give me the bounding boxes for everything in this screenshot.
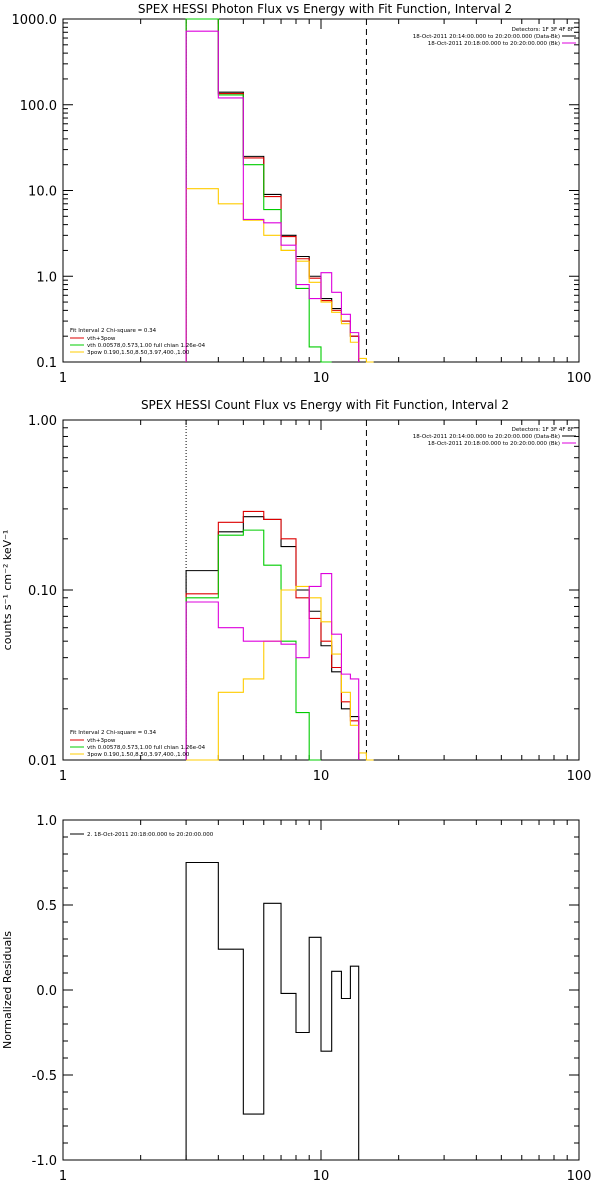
residuals-y-tick-label: 1.0 xyxy=(36,814,57,829)
residuals-y-tick-label: -0.5 xyxy=(32,1069,57,1084)
residuals-series-0 xyxy=(185,861,360,1160)
legend-3pow-label: 3pow 0.190,1.50,8.50,3.97,400.,1.00 xyxy=(87,752,190,758)
residuals-panel: Normalized Residuals 1 10 100 -1.0 -0.5 0.0 0.… xyxy=(1,814,591,1184)
residuals-x-tick-label: 100 xyxy=(567,1169,592,1184)
residuals-x-tick-label: 1 xyxy=(59,1169,67,1184)
legend-vth-label: vth 0.00578,0.573,1.00 full chian 1.26e-… xyxy=(87,745,206,751)
legend-vth-label: vth 0.00578,0.573,1.00 full chian 1.26e-… xyxy=(87,343,206,349)
legend-vth3pow-label: vth+3pow xyxy=(87,738,116,744)
photon-flux-legend-topright: Detectors: 1F 3F 4F 8F 18-Oct-2011 20:14… xyxy=(413,27,576,47)
legend-databk-label: 18-Oct-2011 20:14:00.000 to 20:20:00.000… xyxy=(413,34,560,40)
legend-vth3pow-label: vth+3pow xyxy=(87,336,116,342)
count-flux-frame xyxy=(62,419,580,761)
residuals-y-tick-label: 0.5 xyxy=(36,899,57,914)
legend-detectors: Detectors: 1F 3F 4F 8F xyxy=(512,27,574,33)
photon-flux-frame xyxy=(62,18,580,363)
count-flux-legend-bottomleft: Fit Interval 2 Chi-square = 0.34 vth+3po… xyxy=(70,730,206,758)
legend-fit-interval: Fit Interval 2 Chi-square = 0.34 xyxy=(70,328,157,334)
photon-flux-y-tick-label: 100.0 xyxy=(20,99,57,114)
photon-flux-x-tick-label: 10 xyxy=(313,371,330,386)
residuals-y-tick-label: 0.0 xyxy=(36,984,57,999)
count-flux-plot xyxy=(185,420,374,761)
photon-flux-y-tick-label: 0.1 xyxy=(36,356,57,371)
legend-residual-label: 2. 18-Oct-2011 20:18:00.000 to 20:20:00.… xyxy=(87,832,214,838)
count-flux-x-tick-label: 100 xyxy=(567,769,592,784)
legend-databk-label: 18-Oct-2011 20:14:00.000 to 20:20:00.000… xyxy=(413,434,560,440)
photon-flux-series-1 xyxy=(185,18,360,362)
count-flux-series-1 xyxy=(185,510,360,760)
count-flux-series-0 xyxy=(185,516,360,760)
photon-flux-series-3 xyxy=(185,188,374,363)
count-flux-ticks: 1 10 100 0.01 0.10 1.00 xyxy=(28,414,591,784)
photon-flux-ticks: 1 10 100 0.1 1.0 10.0 100.0 1000.0 xyxy=(12,13,592,386)
count-flux-legend-topright: Detectors: 1F 3F 4F 8F 18-Oct-2011 20:14… xyxy=(413,427,576,447)
photon-flux-x-tick-label: 100 xyxy=(567,371,592,386)
legend-3pow-label: 3pow 0.190,1.50,8.50,3.97,400.,1.00 xyxy=(87,350,190,356)
legend-fit-interval: Fit Interval 2 Chi-square = 0.34 xyxy=(70,730,157,736)
photon-flux-series-4 xyxy=(185,30,360,362)
count-flux-ylabel: counts s⁻¹ cm⁻² keV⁻¹ xyxy=(1,530,14,651)
count-flux-panel: SPEX HESSI Count Flux vs Energy with Fit… xyxy=(1,398,591,784)
legend-bk-label: 18-Oct-2011 20:18:00.000 to 20:20:00.000… xyxy=(428,441,560,447)
count-flux-series-3 xyxy=(186,585,374,761)
residuals-ticks: 1 10 100 -1.0 -0.5 0.0 0.5 1.0 xyxy=(32,814,592,1184)
photon-flux-x-tick-label: 1 xyxy=(59,371,67,386)
count-flux-title: SPEX HESSI Count Flux vs Energy with Fit… xyxy=(141,398,509,412)
photon-flux-legend-bottomleft: Fit Interval 2 Chi-square = 0.34 vth+3po… xyxy=(70,328,206,356)
residuals-x-tick-label: 10 xyxy=(313,1169,330,1184)
photon-flux-y-tick-label: 1.0 xyxy=(36,270,57,285)
residuals-legend: 2. 18-Oct-2011 20:18:00.000 to 20:20:00.… xyxy=(70,832,214,838)
count-flux-series-4 xyxy=(185,572,360,760)
photon-flux-y-tick-label: 1000.0 xyxy=(12,13,58,28)
photon-flux-plot xyxy=(185,18,374,363)
photon-flux-title: SPEX HESSI Photon Flux vs Energy with Fi… xyxy=(138,2,512,16)
photon-flux-series-2 xyxy=(185,18,332,363)
count-flux-x-tick-label: 10 xyxy=(313,769,330,784)
legend-detectors: Detectors: 1F 3F 4F 8F xyxy=(512,427,574,433)
count-flux-y-tick-label: 0.10 xyxy=(28,584,57,599)
photon-flux-panel: SPEX HESSI Photon Flux vs Energy with Fi… xyxy=(12,2,592,386)
count-flux-x-tick-label: 1 xyxy=(59,769,67,784)
count-flux-y-tick-label: 1.00 xyxy=(28,414,57,429)
residuals-y-tick-label: -1.0 xyxy=(32,1154,57,1169)
residuals-ylabel: Normalized Residuals xyxy=(1,931,14,1049)
photon-flux-y-tick-label: 10.0 xyxy=(28,185,57,200)
legend-bk-label: 18-Oct-2011 20:18:00.000 to 20:20:00.000… xyxy=(428,41,560,47)
count-flux-y-tick-label: 0.01 xyxy=(28,754,57,769)
count-flux-series-2 xyxy=(185,529,321,761)
residuals-plot xyxy=(185,861,360,1160)
